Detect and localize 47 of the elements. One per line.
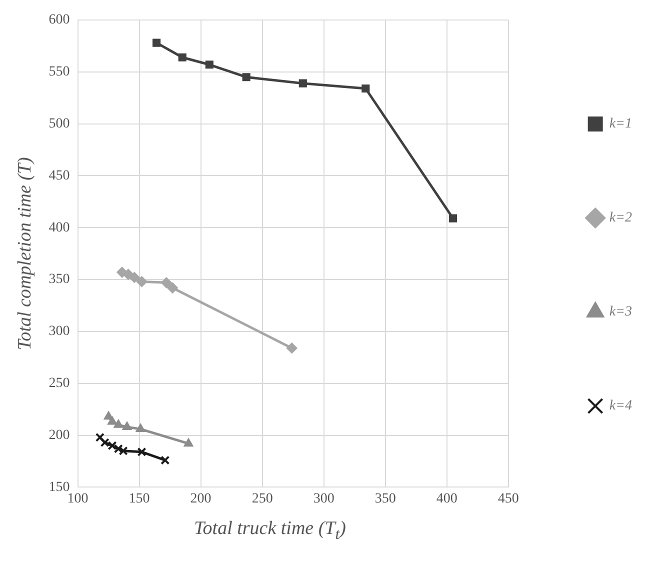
x-tick-label: 350 bbox=[374, 491, 396, 506]
point bbox=[242, 73, 250, 82]
point bbox=[136, 276, 148, 288]
y-tick-label: 550 bbox=[48, 64, 70, 80]
y-tick-label: 600 bbox=[48, 12, 70, 28]
point bbox=[152, 38, 161, 47]
point bbox=[114, 444, 123, 454]
y-tick-label: 250 bbox=[48, 376, 70, 392]
point bbox=[448, 214, 458, 222]
x-tick-label: 100 bbox=[67, 491, 88, 506]
point bbox=[286, 342, 298, 354]
point bbox=[128, 272, 140, 283]
legend-label: k=1 bbox=[609, 116, 632, 132]
point bbox=[362, 84, 370, 93]
legend-label: k=4 bbox=[609, 398, 632, 414]
x-tick-label: 300 bbox=[313, 491, 334, 506]
y-tick-label: 300 bbox=[48, 324, 70, 340]
point bbox=[107, 416, 118, 425]
point bbox=[108, 441, 117, 450]
point bbox=[95, 432, 104, 442]
y-tick-label: 400 bbox=[48, 220, 70, 236]
point bbox=[167, 282, 178, 294]
legend-label: k=2 bbox=[609, 210, 632, 226]
x-tick-label: 250 bbox=[252, 491, 273, 506]
y-tick-label: 450 bbox=[48, 168, 70, 184]
point bbox=[160, 277, 172, 288]
y-tick-label: 150 bbox=[48, 480, 70, 495]
legend-label: k=3 bbox=[609, 304, 632, 320]
point bbox=[118, 446, 128, 456]
x-axis-title: Total truck time (T$_{t}$) bbox=[192, 518, 347, 544]
x-tick-label: 200 bbox=[190, 491, 212, 506]
point bbox=[178, 53, 186, 62]
x-tick-label: 450 bbox=[498, 491, 519, 506]
x-tick-label: 150 bbox=[128, 491, 150, 506]
point bbox=[136, 424, 146, 432]
x-tick-label: 400 bbox=[436, 491, 458, 506]
point bbox=[298, 79, 307, 88]
point bbox=[160, 456, 170, 465]
y-tick-label: 350 bbox=[48, 272, 70, 288]
point bbox=[114, 419, 124, 428]
point bbox=[205, 60, 214, 69]
point bbox=[184, 438, 194, 447]
y-tick-label: 200 bbox=[48, 428, 70, 443]
point bbox=[137, 447, 146, 456]
y-axis-title: Total completion time (T) bbox=[14, 157, 36, 350]
point bbox=[122, 421, 132, 430]
y-tick-label: 500 bbox=[48, 116, 70, 132]
